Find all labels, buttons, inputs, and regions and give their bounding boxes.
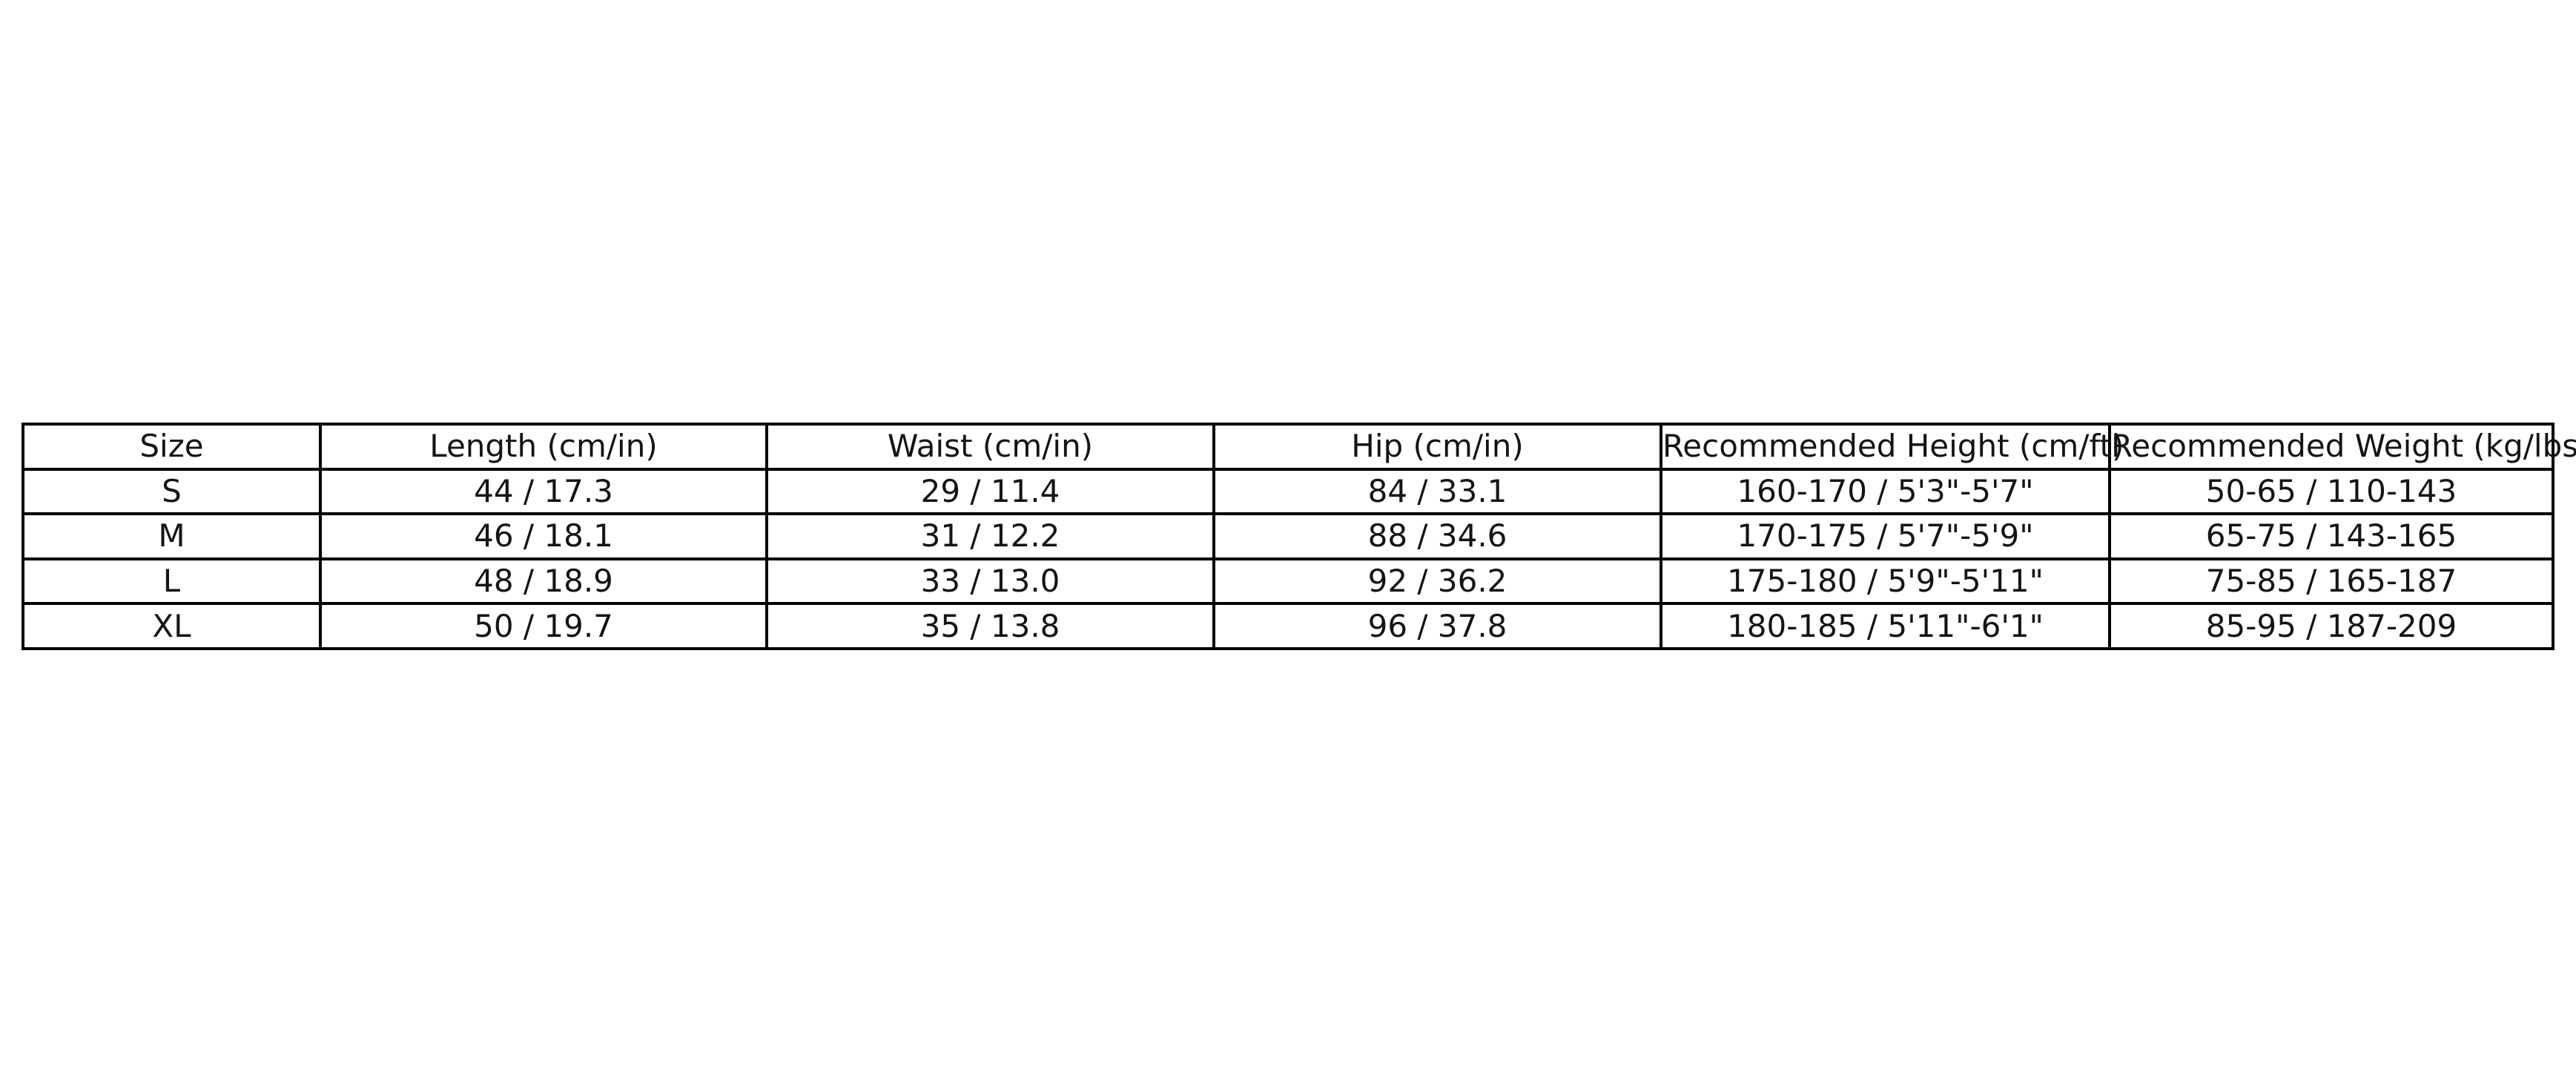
cell-length: 44 / 17.3 [319,467,768,516]
cell-size: L [22,557,322,606]
cell-length: 46 / 18.1 [319,512,768,560]
cell-length: 48 / 18.9 [319,557,768,606]
size-chart-table: Size Length (cm/in) Waist (cm/in) Hip (c… [22,423,2576,650]
cell-recommended-weight: 65-75 / 143-165 [2108,512,2554,560]
cell-hip: 92 / 36.2 [1212,557,1662,606]
table-row-s: S 44 / 17.3 29 / 11.4 84 / 33.1 160-170 … [22,467,2554,516]
cell-waist: 31 / 12.2 [765,512,1215,560]
column-header-hip: Hip (cm/in) [1212,423,1662,471]
column-header-size: Size [22,423,322,471]
table-row-l: L 48 / 18.9 33 / 13.0 92 / 36.2 175-180 … [22,557,2554,606]
cell-size: XL [22,602,322,650]
cell-size: S [22,467,322,516]
cell-recommended-height: 170-175 / 5'7"-5'9" [1659,512,2111,560]
cell-recommended-weight: 50-65 / 110-143 [2108,467,2554,516]
table-row-xl: XL 50 / 19.7 35 / 13.8 96 / 37.8 180-185… [22,602,2554,650]
column-header-recommended-weight: Recommended Weight (kg/lbs) [2108,423,2576,471]
table-row-m: M 46 / 18.1 31 / 12.2 88 / 34.6 170-175 … [22,512,2554,560]
column-header-waist: Waist (cm/in) [765,423,1215,471]
cell-waist: 35 / 13.8 [765,602,1215,650]
cell-hip: 88 / 34.6 [1212,512,1662,560]
cell-recommended-weight: 85-95 / 187-209 [2108,602,2554,650]
cell-waist: 29 / 11.4 [765,467,1215,516]
cell-hip: 96 / 37.8 [1212,602,1662,650]
cell-recommended-height: 160-170 / 5'3"-5'7" [1659,467,2111,516]
header-row: Size Length (cm/in) Waist (cm/in) Hip (c… [22,423,2576,471]
cell-recommended-weight: 75-85 / 165-187 [2108,557,2554,606]
cell-length: 50 / 19.7 [319,602,768,650]
cell-recommended-height: 180-185 / 5'11"-6'1" [1659,602,2111,650]
column-header-length: Length (cm/in) [319,423,768,471]
cell-waist: 33 / 13.0 [765,557,1215,606]
column-header-recommended-height: Recommended Height (cm/ft) [1659,423,2124,471]
cell-hip: 84 / 33.1 [1212,467,1662,516]
cell-recommended-height: 175-180 / 5'9"-5'11" [1659,557,2111,606]
cell-size: M [22,512,322,560]
